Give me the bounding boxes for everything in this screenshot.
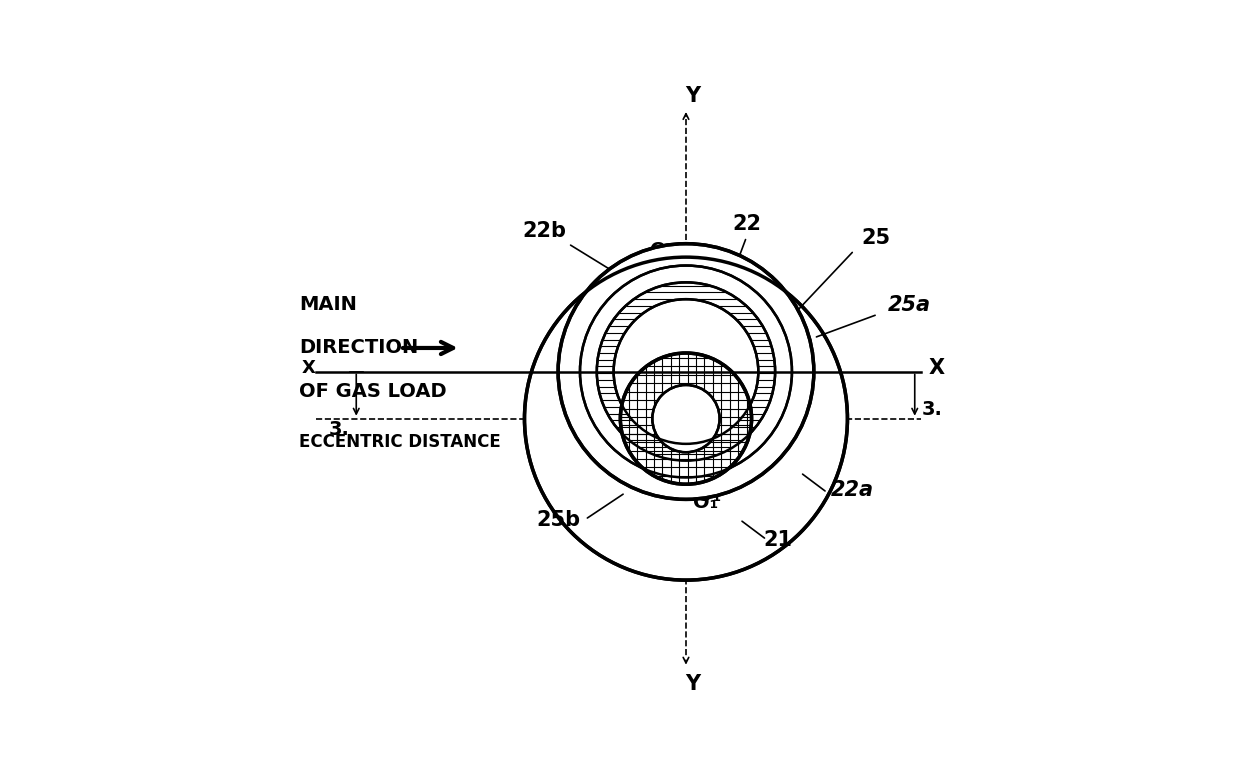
Text: 21: 21 <box>764 531 792 551</box>
Circle shape <box>614 299 759 444</box>
Circle shape <box>652 385 719 452</box>
Circle shape <box>525 257 847 580</box>
Text: 3.: 3. <box>329 421 350 439</box>
Text: O₂: O₂ <box>650 241 675 261</box>
Text: OF GAS LOAD: OF GAS LOAD <box>299 382 446 401</box>
Text: MAIN: MAIN <box>299 295 357 314</box>
Text: ECCENTRIC DISTANCE: ECCENTRIC DISTANCE <box>299 433 501 451</box>
Text: X: X <box>929 358 945 378</box>
Circle shape <box>580 265 792 478</box>
Circle shape <box>620 353 751 484</box>
Circle shape <box>596 282 775 461</box>
Text: Y: Y <box>686 674 701 694</box>
Text: O₁: O₁ <box>693 493 718 511</box>
Text: DIRECTION: DIRECTION <box>299 338 418 358</box>
Text: 3.: 3. <box>921 400 942 419</box>
Circle shape <box>558 244 813 499</box>
Text: 22b: 22b <box>523 221 567 241</box>
Text: 25a: 25a <box>888 295 931 315</box>
Text: Y: Y <box>686 85 701 105</box>
Text: 25b: 25b <box>536 511 580 531</box>
Text: 22a: 22a <box>831 480 874 500</box>
Text: O₁: O₁ <box>696 486 722 505</box>
Text: 25: 25 <box>861 228 890 248</box>
Text: X: X <box>303 359 316 377</box>
Text: 22: 22 <box>732 215 761 235</box>
